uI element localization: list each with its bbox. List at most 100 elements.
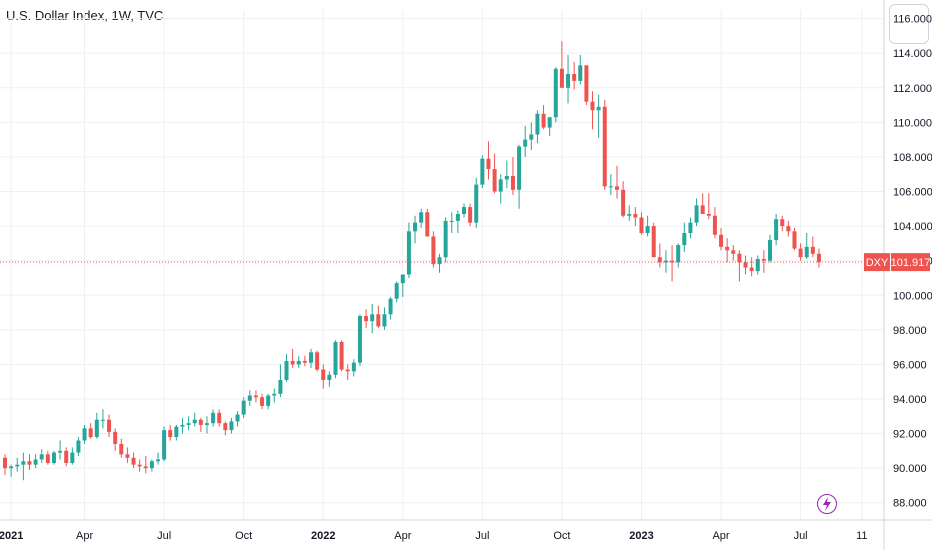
candle-body bbox=[345, 369, 350, 372]
candle-body bbox=[510, 175, 515, 190]
candle bbox=[413, 215, 418, 244]
candle-body bbox=[559, 68, 564, 88]
candle bbox=[357, 314, 362, 367]
candle-body bbox=[498, 179, 503, 192]
x-tick-label: 2023 bbox=[629, 530, 653, 542]
x-tick-label: 11 bbox=[856, 530, 867, 542]
candle bbox=[149, 459, 154, 472]
candle-body bbox=[639, 217, 644, 234]
candle bbox=[780, 215, 785, 232]
candle bbox=[272, 388, 277, 403]
candle-body bbox=[792, 231, 797, 249]
candle bbox=[529, 122, 534, 151]
candle bbox=[535, 110, 540, 144]
candle bbox=[94, 412, 99, 439]
candle-body bbox=[596, 106, 601, 111]
candle-body bbox=[694, 205, 699, 223]
candle bbox=[749, 257, 754, 277]
candle-body bbox=[633, 214, 638, 218]
candle bbox=[437, 253, 442, 273]
candle bbox=[3, 454, 7, 476]
candle bbox=[58, 440, 63, 460]
candle bbox=[204, 416, 209, 434]
candle bbox=[566, 54, 571, 104]
candle-body bbox=[376, 314, 381, 327]
candle bbox=[559, 41, 564, 88]
candle-body bbox=[107, 419, 112, 432]
candle-body bbox=[351, 362, 356, 372]
candle bbox=[247, 390, 252, 406]
candle bbox=[137, 459, 142, 472]
candle bbox=[327, 371, 332, 387]
y-tick-label: 90.000 bbox=[893, 463, 927, 475]
candle-body bbox=[45, 454, 50, 463]
x-tick-label: Apr bbox=[712, 530, 729, 542]
candle-body bbox=[676, 245, 681, 263]
candle bbox=[168, 424, 173, 441]
candle-body bbox=[798, 248, 803, 258]
candle bbox=[670, 245, 675, 282]
candle bbox=[492, 153, 497, 194]
candle-body bbox=[162, 430, 167, 460]
candle bbox=[590, 91, 595, 130]
candle bbox=[731, 245, 736, 261]
candle-body bbox=[315, 352, 320, 370]
candle-body bbox=[357, 316, 362, 363]
candle bbox=[676, 243, 681, 268]
candle bbox=[651, 222, 656, 258]
candle-body bbox=[266, 395, 271, 406]
candle bbox=[223, 421, 228, 436]
chart-logo-button[interactable] bbox=[889, 4, 929, 44]
candle-body bbox=[535, 113, 540, 135]
x-axis: 2021 Apr Jul Oct 2022 Apr Jul Oct 2023 Apr Jul 11 bbox=[0, 519, 932, 542]
candle bbox=[21, 452, 26, 481]
candle bbox=[27, 454, 32, 470]
candle bbox=[547, 117, 552, 137]
candle bbox=[431, 231, 436, 268]
candle bbox=[596, 94, 601, 138]
candle-body bbox=[131, 457, 136, 465]
candle-body bbox=[449, 220, 454, 222]
candle-body bbox=[388, 298, 393, 315]
candle bbox=[253, 390, 258, 403]
x-tick-label: Oct bbox=[553, 530, 570, 542]
candle bbox=[468, 203, 473, 227]
candle-body bbox=[486, 158, 491, 170]
candle-body bbox=[425, 212, 430, 237]
candle-body bbox=[529, 134, 534, 140]
x-tick-label: Jul bbox=[794, 530, 808, 542]
candle bbox=[70, 447, 75, 465]
candle-body bbox=[119, 443, 124, 455]
y-tick-label: 104.000 bbox=[893, 221, 932, 233]
candle bbox=[688, 217, 693, 239]
candle bbox=[523, 125, 528, 157]
candle bbox=[712, 207, 717, 239]
candle-body bbox=[517, 146, 522, 190]
candle-body bbox=[241, 400, 246, 415]
candle-body bbox=[657, 257, 662, 263]
y-tick-label: 100.000 bbox=[893, 290, 932, 302]
candle-body bbox=[39, 454, 44, 460]
candle-body bbox=[688, 222, 693, 234]
candle-body bbox=[15, 464, 20, 467]
candle bbox=[608, 174, 613, 195]
candle bbox=[351, 359, 356, 377]
candle-body bbox=[394, 283, 399, 299]
candle bbox=[694, 198, 699, 227]
candle-body bbox=[3, 457, 7, 469]
candle-body bbox=[437, 257, 442, 265]
candle bbox=[443, 217, 448, 263]
candle bbox=[290, 348, 295, 368]
candle-body bbox=[419, 212, 424, 223]
candle bbox=[33, 454, 38, 469]
lightning-icon[interactable] bbox=[817, 494, 837, 514]
candle-body bbox=[174, 426, 179, 438]
candle bbox=[266, 393, 271, 410]
y-tick-label: 92.000 bbox=[893, 429, 927, 441]
candle bbox=[804, 233, 809, 259]
candle bbox=[706, 193, 711, 220]
candle bbox=[449, 212, 454, 234]
candle-body bbox=[670, 260, 675, 263]
candle-body bbox=[578, 65, 583, 81]
